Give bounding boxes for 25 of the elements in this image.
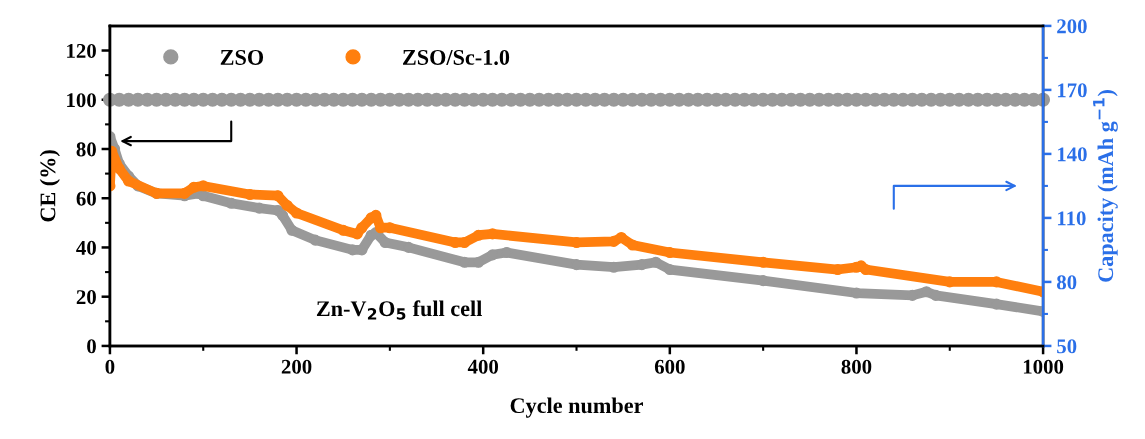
x-tick-label: 400 — [467, 359, 499, 374]
x-tick-label: 200 — [281, 359, 312, 374]
y2-tick-label: 110 — [1057, 211, 1086, 226]
x-tick-label: 1000 — [1023, 359, 1064, 374]
y-tick-label: 40 — [76, 240, 96, 255]
y-tick-label: 20 — [76, 290, 96, 305]
y-tick-label: 60 — [76, 191, 96, 206]
annotation: Zn-V$_{2}$O$_{5}$ full cell — [316, 300, 482, 320]
y-tick-label: 0 — [87, 339, 96, 354]
y2-tick-label: 200 — [1057, 19, 1087, 34]
legend-label: ZSO/Sc-1.0 — [403, 49, 510, 65]
x-axis-title: Cycle number — [510, 397, 643, 418]
legend-label: ZSO — [220, 49, 264, 65]
x-tick-label: 0 — [105, 359, 115, 374]
y2-tick-label: 170 — [1057, 83, 1087, 98]
x-tick-label: 600 — [654, 359, 685, 374]
y2-axis-title: Capacity (mAh g$^{−1}$) — [1093, 90, 1118, 282]
y2-tick-label: 80 — [1056, 275, 1077, 290]
y2-tick-label: 140 — [1057, 147, 1087, 162]
x-tick-label: 800 — [841, 359, 872, 374]
y-tick-label: 80 — [76, 142, 96, 157]
y-tick-label: 120 — [67, 43, 96, 58]
y-axis-title: CE (%) — [39, 150, 60, 222]
y-tick-label: 100 — [67, 93, 96, 108]
y2-tick-label: 50 — [1057, 339, 1077, 354]
